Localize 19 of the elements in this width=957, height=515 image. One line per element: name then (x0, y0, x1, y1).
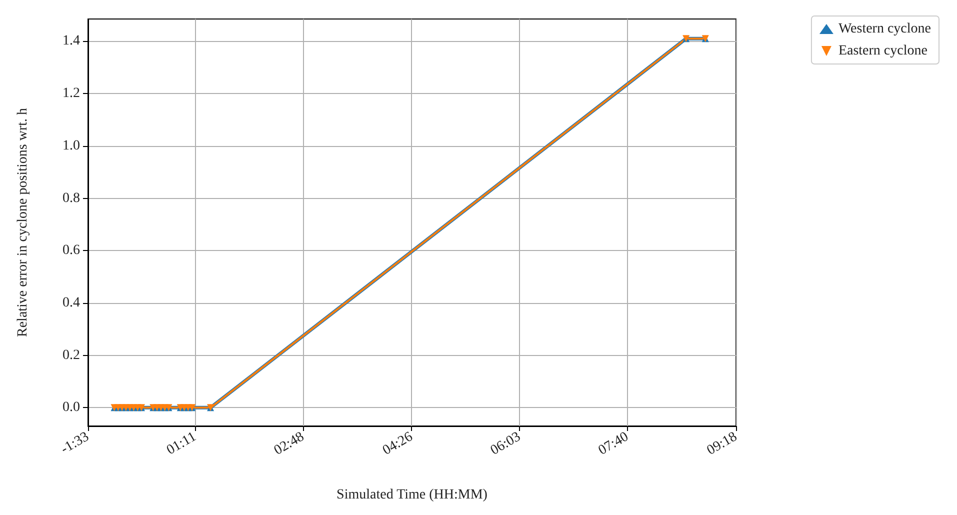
x-tick-label: 02:48 (272, 430, 307, 458)
y-axis-title: Relative error in cyclone positions wrt. h (16, 108, 30, 337)
y-tick-label: 0.2 (62, 348, 80, 363)
y-tick-label: 1.2 (62, 86, 80, 102)
y-tick-label: 0.6 (62, 243, 80, 258)
y-tick-label: 1.0 (62, 138, 80, 154)
x-tick-label: 04:26 (380, 430, 416, 458)
legend-label: Eastern cyclone (838, 44, 928, 58)
y-tick-label: 0.0 (62, 400, 80, 416)
x-tick-label: 01:11 (164, 430, 199, 458)
legend-label: Western cyclone (838, 22, 932, 36)
x-tick-label: 06:03 (488, 430, 524, 458)
x-axis-title: Simulated Time (HH:MM) (336, 488, 488, 502)
x-tick-label: 09:18 (704, 430, 740, 458)
y-tick-label: 0.8 (62, 190, 80, 206)
x-tick-label: 07:40 (596, 430, 632, 458)
y-tick-label: 1.4 (62, 34, 80, 49)
y-tick-label: 0.4 (62, 295, 80, 310)
x-tick-label: -1:33 (58, 430, 92, 458)
